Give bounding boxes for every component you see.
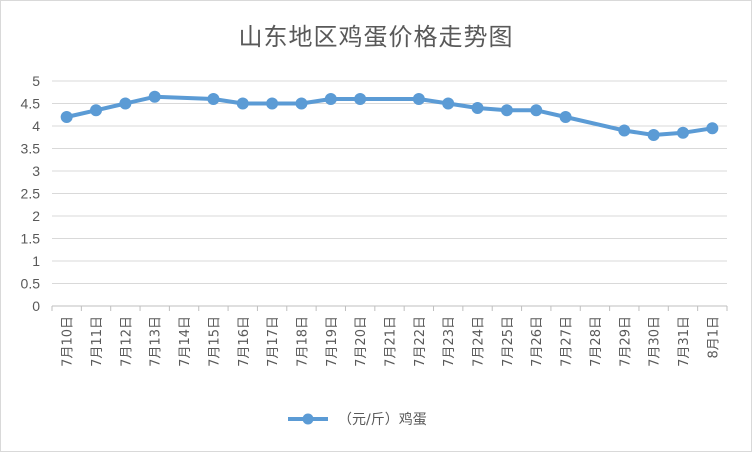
chart-title: 山东地区鸡蛋价格走势图	[238, 23, 514, 51]
data-point	[324, 93, 337, 105]
x-tick-label: 7月28日	[589, 316, 604, 367]
x-tick-label: 7月22日	[413, 316, 428, 367]
x-tick-label: 7月19日	[325, 316, 340, 367]
x-tick-label: 7月26日	[530, 316, 545, 367]
y-tick-label: 1.5	[21, 231, 41, 247]
data-point	[530, 104, 543, 117]
x-tick-label: 7月12日	[119, 316, 134, 367]
x-tick-label: 7月15日	[207, 316, 222, 367]
x-tick-label: 7月30日	[648, 316, 663, 367]
y-tick-label: 5	[32, 73, 40, 89]
legend-label: （元/斤）鸡蛋	[338, 411, 427, 428]
x-tick-label: 7月17日	[266, 316, 281, 367]
data-point	[148, 90, 161, 103]
x-tick-label: 7月16日	[237, 316, 252, 367]
y-tick-label: 2	[32, 208, 40, 224]
y-tick-label: 0.5	[21, 276, 41, 292]
y-tick-label: 3.5	[21, 141, 41, 157]
data-point	[706, 122, 719, 135]
x-tick-label: 8月1日	[706, 316, 721, 359]
x-tick-label: 7月25日	[501, 316, 516, 367]
data-point	[90, 104, 103, 117]
data-point	[676, 126, 689, 139]
data-point	[119, 97, 132, 110]
y-tick-label: 2.5	[21, 186, 41, 202]
data-point	[618, 124, 631, 137]
y-tick-label: 1	[32, 253, 40, 269]
data-point	[60, 111, 73, 123]
data-point	[647, 129, 660, 141]
x-tick-label: 7月20日	[354, 316, 369, 367]
legend-marker	[302, 413, 314, 425]
data-point	[236, 97, 249, 110]
data-point	[500, 104, 513, 117]
y-tick-label: 0	[32, 298, 40, 314]
x-tick-label: 7月13日	[149, 316, 164, 367]
data-point	[559, 111, 572, 123]
x-tick-label: 7月11日	[90, 316, 105, 367]
data-point	[354, 93, 367, 105]
x-tick-label: 7月27日	[560, 316, 575, 367]
data-point	[442, 97, 455, 110]
x-tick-label: 7月10日	[61, 316, 76, 367]
data-point	[295, 97, 308, 110]
x-tick-label: 7月29日	[618, 316, 633, 367]
x-tick-label: 7月23日	[442, 316, 457, 367]
x-tick-label: 7月21日	[384, 316, 399, 367]
data-point	[207, 93, 220, 105]
x-tick-label: 7月31日	[677, 316, 692, 367]
x-tick-label: 7月24日	[472, 316, 487, 367]
x-tick-label: 7月18日	[295, 316, 310, 367]
y-tick-label: 4	[32, 118, 40, 134]
data-point	[266, 97, 279, 110]
series-line	[64, 94, 715, 137]
data-point	[412, 93, 425, 105]
y-tick-label: 4.5	[21, 96, 41, 112]
data-point	[471, 102, 484, 114]
x-tick-label: 7月14日	[178, 316, 193, 367]
y-tick-label: 3	[32, 163, 40, 179]
